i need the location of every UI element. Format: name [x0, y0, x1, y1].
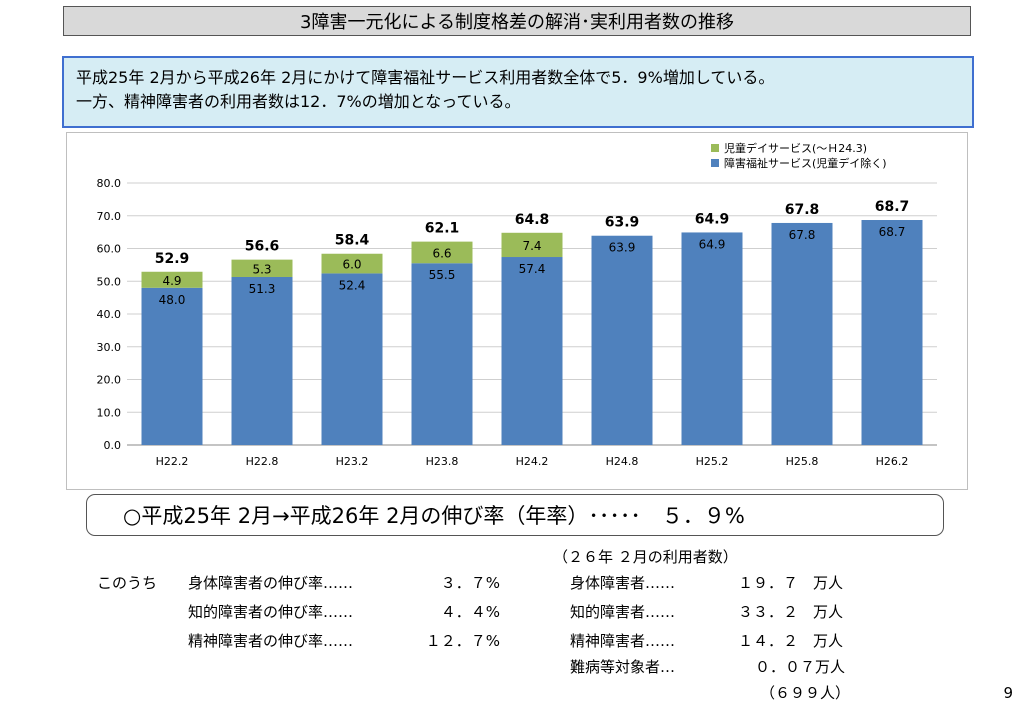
growth-rate-box: ○平成25年 2月→平成26年 2月の伸び率（年率）･････ ５．９%	[86, 494, 944, 536]
y-tick-label: 60.0	[97, 243, 122, 256]
y-tick-label: 0.0	[104, 439, 122, 452]
data-label-service: 48.0	[159, 293, 186, 307]
users-label-intellectual: 知的障害者……	[570, 603, 676, 621]
data-label-service: 64.9	[699, 237, 726, 251]
users-label-physical: 身体障害者……	[570, 574, 676, 592]
rate-label-physical: 身体障害者の伸び率……	[188, 574, 354, 592]
data-label-service: 51.3	[249, 282, 276, 296]
rate-label-intellectual: 知的障害者の伸び率……	[188, 603, 354, 621]
page-title-bar: 3障害一元化による制度格差の解消･実利用者数の推移	[63, 6, 971, 36]
total-label: 68.7	[875, 199, 910, 215]
x-tick-label: H25.2	[696, 455, 729, 468]
y-tick-label: 70.0	[97, 210, 122, 223]
rate-label-mental: 精神障害者の伸び率……	[188, 632, 354, 650]
rate-value-mental: １２．７%	[425, 632, 500, 650]
total-label: 64.8	[515, 212, 550, 228]
users-value-intractable: ０．０７万人	[755, 658, 846, 676]
data-label-child-day: 6.0	[342, 258, 361, 272]
data-label-service: 68.7	[879, 225, 906, 239]
data-label-child-day: 5.3	[252, 262, 271, 276]
bar-segment-service	[141, 287, 203, 445]
data-label-child-day: 7.4	[522, 239, 541, 253]
summary-line-1: 平成25年 2月から平成26年 2月にかけて障害福祉サービス利用者数全体で5．9…	[76, 68, 775, 87]
bar-segment-service	[411, 263, 473, 445]
legend-swatch-child-day	[711, 144, 719, 152]
legend-label-service: 障害福祉サービス(児童デイ除く)	[724, 156, 887, 170]
y-tick-label: 40.0	[97, 308, 122, 321]
bar-segment-child-day	[231, 259, 293, 277]
total-label: 67.8	[785, 202, 820, 218]
data-label-service: 55.5	[429, 268, 456, 282]
y-tick-label: 20.0	[97, 374, 122, 387]
users-label-intractable: 難病等対象者…	[570, 658, 676, 676]
y-tick-label: 80.0	[97, 177, 122, 190]
summary-line-2: 一方、精神障害者の利用者数は12．7%の増加となっている。	[76, 92, 521, 111]
users-header: （２６年 ２月の利用者数）	[553, 548, 738, 566]
data-label-service: 63.9	[609, 241, 636, 255]
x-tick-label: H22.8	[246, 455, 279, 468]
users-label-mental: 精神障害者……	[570, 632, 676, 650]
bar-segment-child-day	[321, 253, 383, 274]
total-label: 63.9	[605, 215, 640, 231]
page-number: 9	[1003, 684, 1013, 702]
x-tick-label: H22.2	[156, 455, 189, 468]
bar-segment-service	[861, 220, 923, 445]
y-tick-label: 30.0	[97, 341, 122, 354]
x-tick-label: H23.8	[426, 455, 459, 468]
growth-statement: ○平成25年 2月→平成26年 2月の伸び率（年率）･････ ５．９%	[123, 504, 745, 528]
x-tick-label: H24.2	[516, 455, 549, 468]
bar-segment-child-day	[141, 271, 203, 288]
legend-label-child-day: 児童デイサービス(～Ｈ24.3)	[724, 141, 867, 155]
total-label: 56.6	[245, 239, 280, 255]
total-label: 58.4	[335, 233, 370, 249]
data-label-service: 67.8	[789, 228, 816, 242]
x-tick-label: H26.2	[876, 455, 909, 468]
summary-box: 平成25年 2月から平成26年 2月にかけて障害福祉サービス利用者数全体で5．9…	[62, 56, 974, 128]
bar-segment-child-day	[501, 232, 563, 258]
total-label: 62.1	[425, 221, 460, 237]
rate-value-intellectual: ４．４%	[440, 603, 500, 621]
stacked-bar-chart: 0.0 10.0 20.0 30.0 40.0 50.0 60.0 70.0 80.0 48.0 4…	[97, 141, 937, 468]
bar-segment-service	[771, 222, 833, 445]
bar-segment-service	[321, 273, 383, 445]
bar-segment-service	[681, 232, 743, 445]
rate-value-physical: ３．７%	[440, 574, 500, 592]
legend-swatch-service	[711, 159, 719, 167]
users-value-intellectual: ３３．２ 万人	[738, 603, 844, 621]
x-tick-label: H23.2	[336, 455, 369, 468]
data-label-service: 52.4	[339, 278, 366, 292]
x-tick-label: H24.8	[606, 455, 639, 468]
x-tick-label: H25.8	[786, 455, 819, 468]
page-title: 3障害一元化による制度格差の解消･実利用者数の推移	[300, 12, 734, 33]
bar-segment-child-day	[411, 241, 473, 264]
data-label-child-day: 4.9	[162, 274, 181, 288]
users-value-mental: １４．２ 万人	[738, 632, 844, 650]
total-label: 52.9	[155, 251, 190, 267]
users-value-physical: １９．７ 万人	[738, 574, 844, 592]
bar-segment-service	[501, 257, 563, 445]
breakdown-prefix: このうち	[97, 574, 158, 592]
bar-segment-service	[591, 235, 653, 445]
data-label-child-day: 6.6	[432, 246, 451, 260]
y-tick-label: 10.0	[97, 406, 122, 419]
bar-segment-service	[231, 276, 293, 445]
users-note: （６９９人）	[760, 684, 851, 702]
total-label: 64.9	[695, 211, 730, 227]
chart-frame: 0.0 10.0 20.0 30.0 40.0 50.0 60.0 70.0 80.0 48.0 4…	[66, 132, 968, 490]
y-tick-label: 50.0	[97, 275, 122, 288]
data-label-service: 57.4	[519, 262, 546, 276]
